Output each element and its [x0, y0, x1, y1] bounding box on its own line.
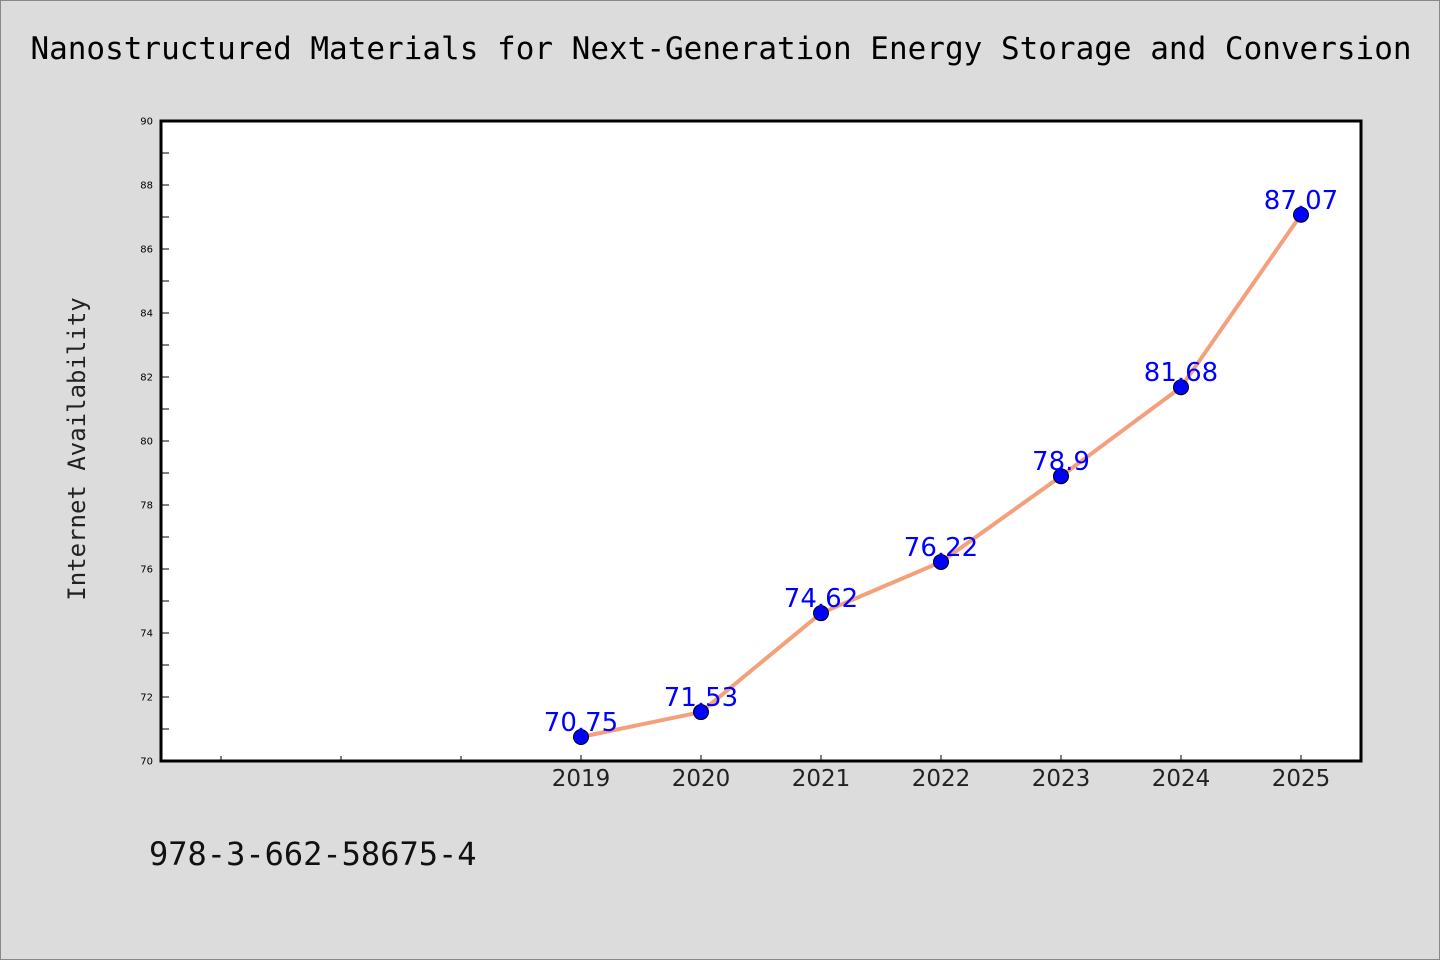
x-tick-label: 2023	[1032, 766, 1091, 792]
y-tick-label: 70	[140, 757, 153, 768]
y-tick-label: 84	[140, 309, 153, 320]
footer-code: 978-3-662-58675-4	[149, 835, 477, 873]
plot-area	[161, 121, 1361, 761]
x-tick-label: 2021	[792, 766, 851, 792]
plot-frame	[159, 119, 1363, 763]
y-tick-label: 72	[140, 693, 153, 704]
x-tick-label: 2024	[1152, 766, 1211, 792]
y-tick-label: 86	[140, 245, 153, 256]
chart-title: Nanostructured Materials for Next-Genera…	[30, 31, 1412, 67]
data-point	[693, 704, 709, 721]
y-tick-label: 80	[140, 437, 153, 448]
data-point	[1053, 468, 1069, 485]
data-label: 71.53	[664, 683, 738, 713]
y-tick-label: 78	[140, 501, 153, 512]
y-tick-label: 90	[140, 117, 153, 128]
data-label: 76.22	[904, 533, 978, 563]
data-point	[1173, 379, 1189, 396]
x-tick-label: 2025	[1272, 766, 1331, 792]
data-label: 78.9	[1032, 447, 1090, 477]
y-tick-label: 76	[140, 565, 153, 576]
y-tick-label: 74	[140, 629, 153, 640]
data-label: 70.75	[544, 708, 618, 738]
x-tick-label: 2022	[912, 766, 971, 792]
x-tick-label: 2020	[672, 766, 731, 792]
data-label: 74.62	[784, 584, 858, 614]
y-tick-label: 88	[140, 181, 153, 192]
data-point	[813, 605, 829, 622]
x-tick-label: 2019	[552, 766, 611, 792]
data-point	[573, 729, 589, 745]
data-point	[1293, 206, 1309, 223]
y-tick-label: 82	[140, 373, 153, 384]
data-label: 87.07	[1264, 186, 1338, 216]
data-point	[933, 553, 949, 570]
data-label: 81.68	[1144, 358, 1218, 388]
